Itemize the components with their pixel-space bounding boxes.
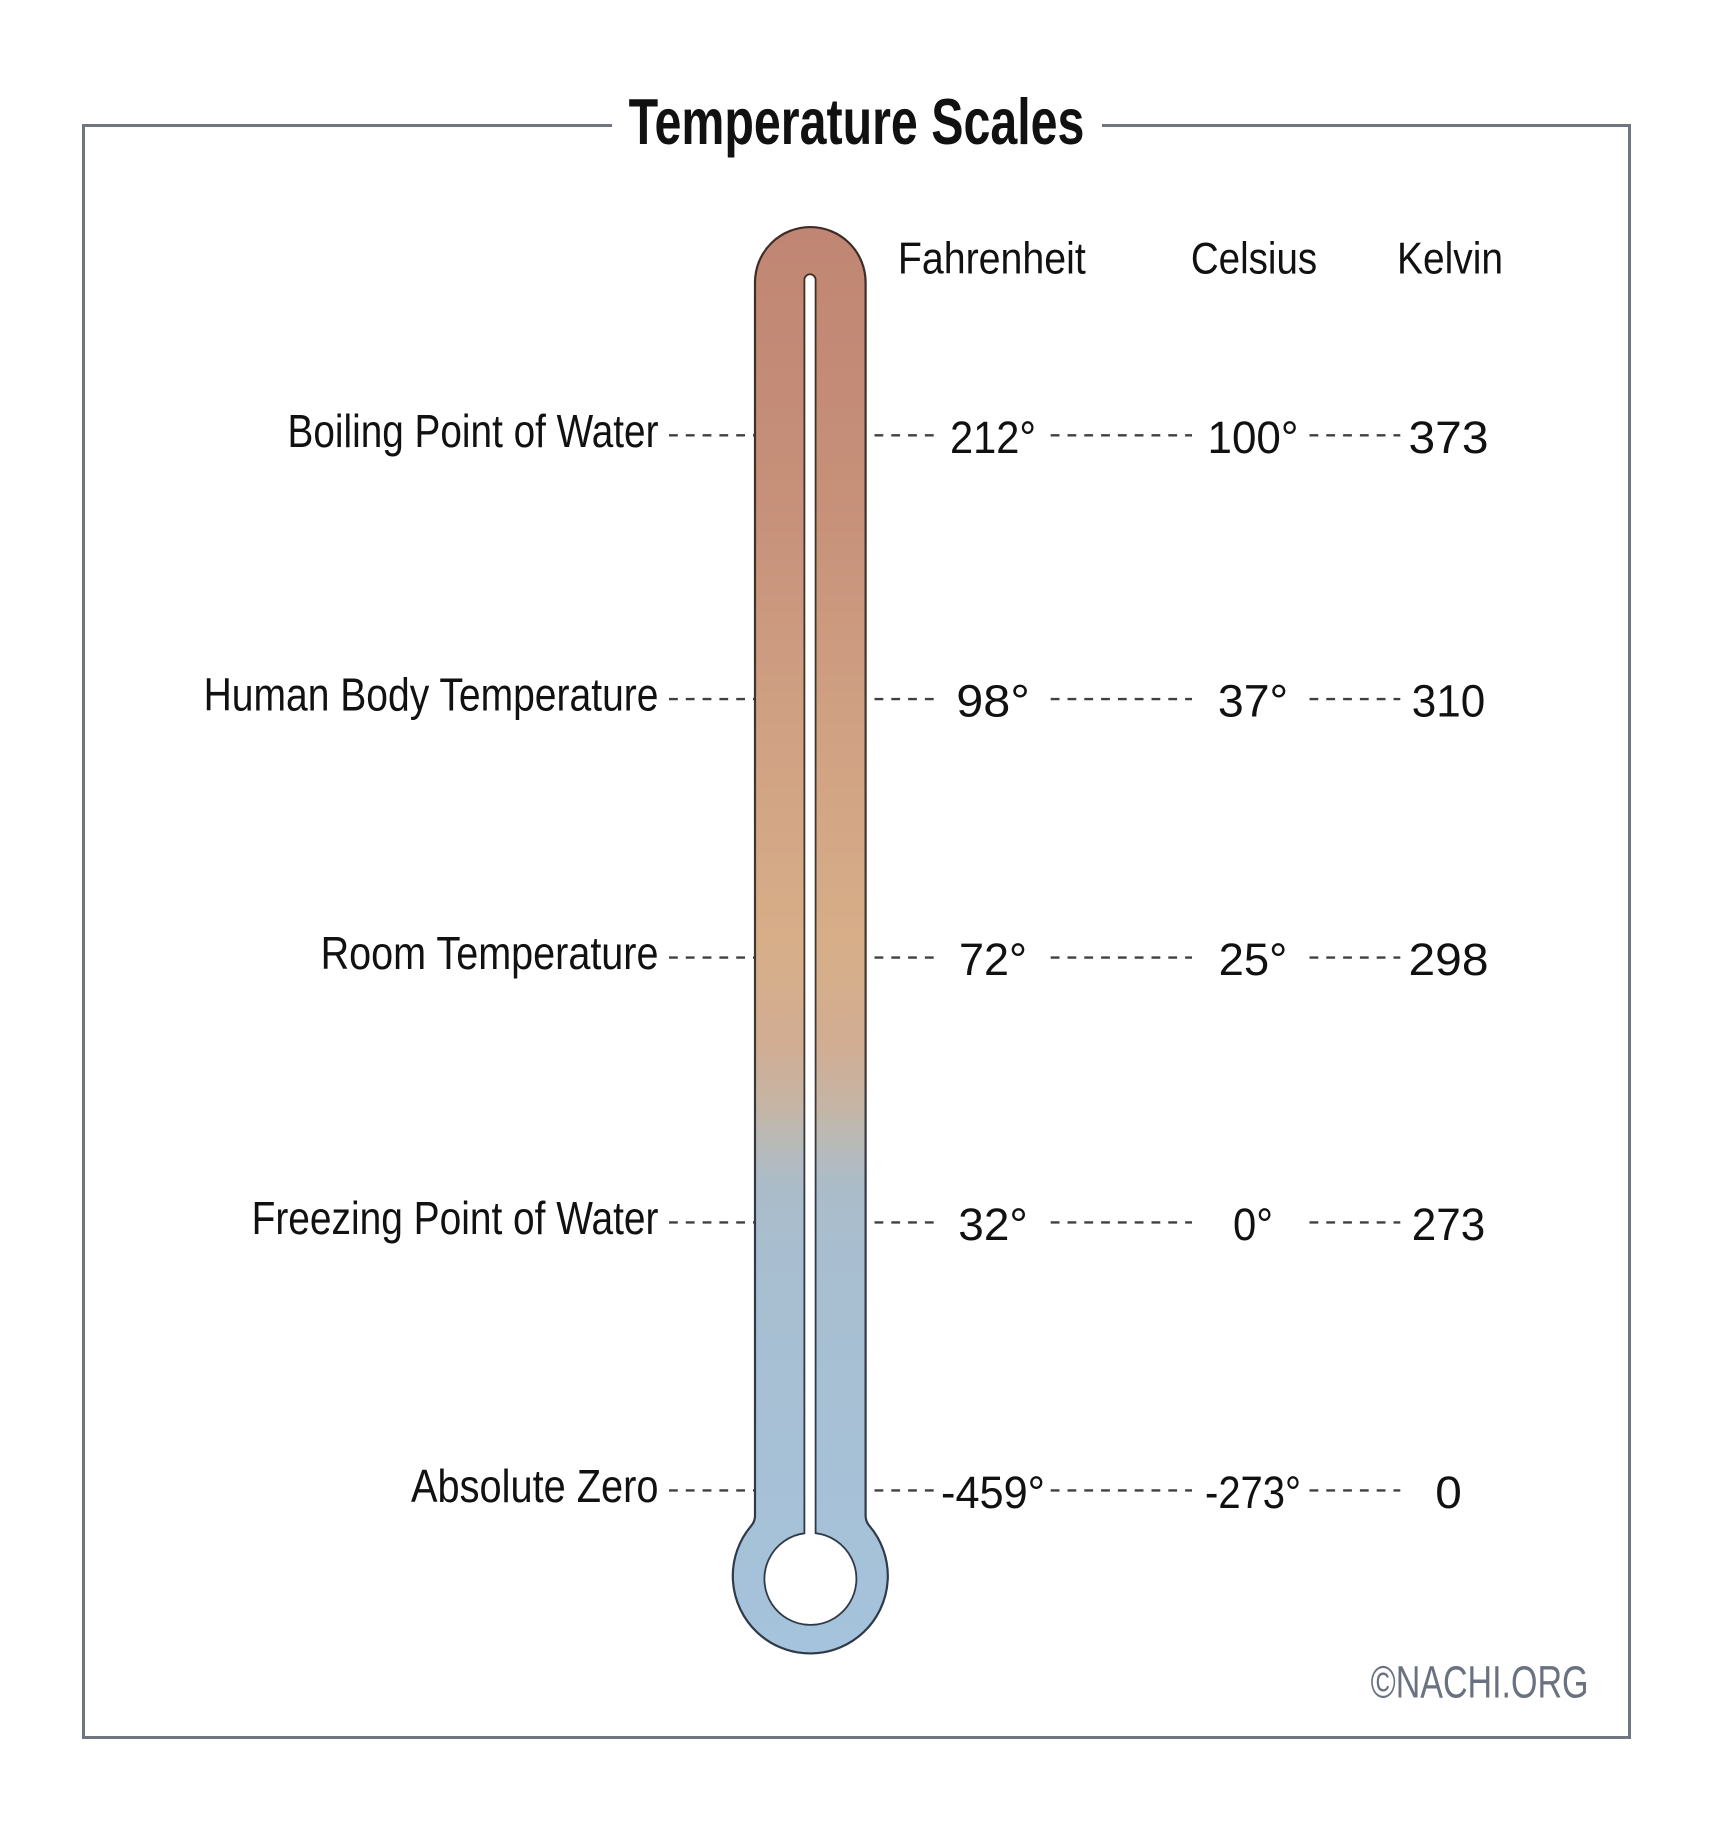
svg-text:212°: 212° [950, 413, 1036, 463]
svg-text:Room Temperature: Room Temperature [321, 928, 659, 979]
svg-text:Fahrenheit: Fahrenheit [898, 233, 1086, 283]
svg-text:Absolute Zero: Absolute Zero [411, 1461, 658, 1512]
svg-text:Temperature Scales: Temperature Scales [629, 86, 1085, 159]
svg-text:-273°: -273° [1205, 1468, 1301, 1519]
svg-text:32°: 32° [958, 1199, 1027, 1250]
svg-text:98°: 98° [956, 675, 1029, 726]
svg-text:Kelvin: Kelvin [1397, 233, 1503, 283]
svg-text:0: 0 [1435, 1467, 1462, 1518]
svg-text:373: 373 [1409, 412, 1489, 463]
svg-text:©NACHI.ORG: ©NACHI.ORG [1371, 1658, 1589, 1708]
svg-text:-459°: -459° [941, 1468, 1045, 1518]
svg-text:0°: 0° [1233, 1199, 1273, 1250]
svg-text:Boiling Point of Water: Boiling Point of Water [288, 407, 659, 458]
svg-text:273: 273 [1412, 1199, 1485, 1250]
svg-text:Human Body Temperature: Human Body Temperature [204, 670, 659, 722]
svg-text:Celsius: Celsius [1191, 233, 1317, 283]
svg-text:37°: 37° [1218, 675, 1288, 726]
svg-text:100°: 100° [1208, 412, 1299, 463]
svg-text:310: 310 [1412, 676, 1485, 727]
svg-text:72°: 72° [959, 934, 1027, 985]
svg-text:298: 298 [1409, 934, 1489, 985]
svg-text:Freezing Point of Water: Freezing Point of Water [252, 1193, 659, 1245]
svg-text:25°: 25° [1219, 934, 1288, 985]
